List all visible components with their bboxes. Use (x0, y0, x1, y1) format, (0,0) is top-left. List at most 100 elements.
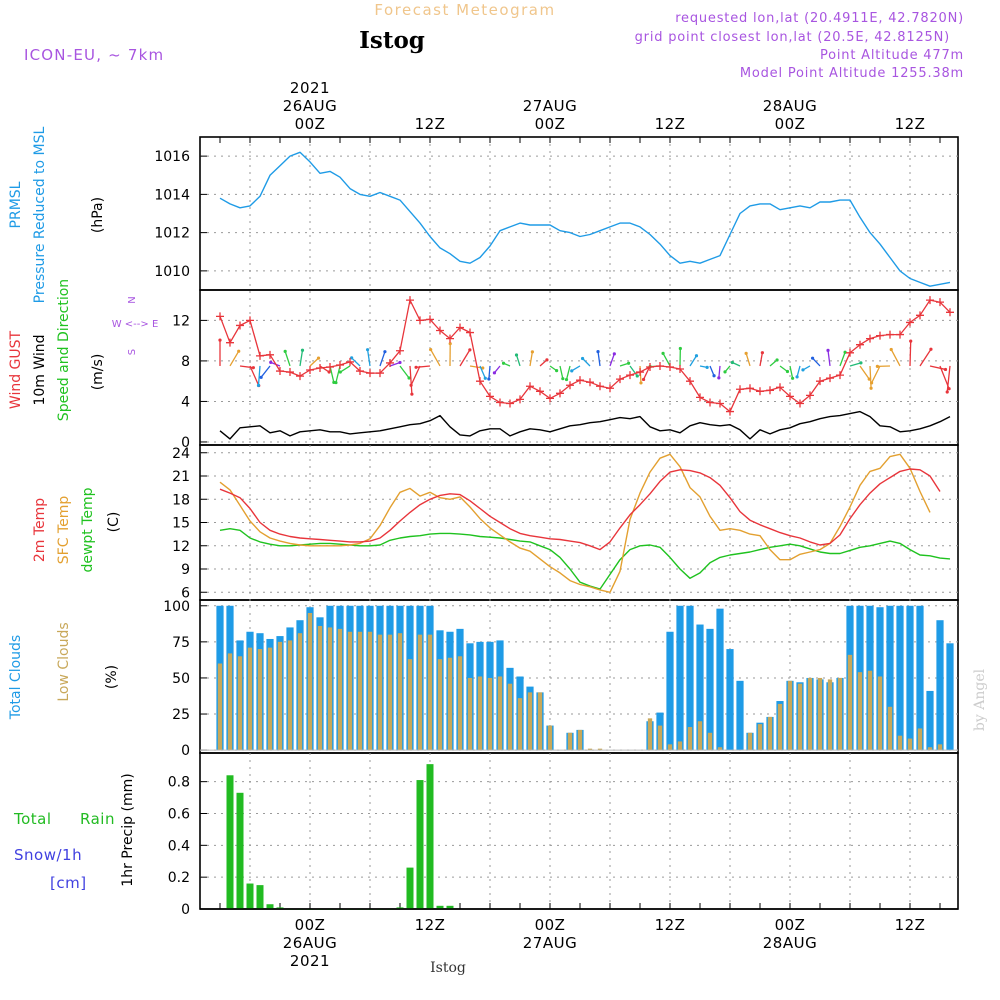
low-cloud-bar (227, 653, 233, 751)
gust-marker (876, 331, 884, 340)
total-cloud-bar (686, 605, 694, 751)
gust-marker (636, 368, 644, 377)
low-cloud-bar (477, 676, 483, 751)
wind-arrow (339, 365, 351, 373)
low-cloud-bar (357, 631, 363, 751)
gust-marker (396, 346, 404, 355)
low-cloud-bar (807, 677, 813, 751)
wind-arrow-head (334, 380, 338, 385)
wind-arrow-head (350, 356, 354, 360)
wind-label: 10m Wind (32, 334, 48, 405)
gust-marker (316, 364, 324, 373)
low-cloud-bar (717, 747, 723, 751)
low-cloud-bar (347, 631, 353, 751)
wind-arrow (849, 362, 862, 367)
clouds-tick-label: 0 (181, 743, 190, 759)
wind-tick-label: 0 (181, 435, 190, 451)
wind-arrow (759, 352, 764, 367)
low-cloud-bar (887, 706, 893, 751)
gust-marker (246, 316, 254, 325)
compass-we: W <--> E (112, 319, 159, 330)
gust-marker (356, 367, 364, 376)
panel-frame-4 (199, 752, 959, 910)
time-label-top: 12Z (415, 115, 446, 133)
low-cloud-bar (847, 654, 853, 751)
wind-arrow-head (492, 371, 497, 375)
gust-marker (826, 374, 834, 383)
gust-marker (346, 357, 354, 366)
wind-arrow (582, 358, 591, 367)
total-label: Total (13, 810, 52, 828)
sfc-temp-label: SFC Temp (56, 496, 72, 565)
wind-arrow-head (795, 375, 799, 379)
gust-marker (576, 376, 584, 385)
rain-bar (276, 907, 284, 909)
rain-bar (256, 885, 264, 909)
pressure-tick-label: 1014 (154, 187, 190, 203)
low-cloud-bar (287, 640, 293, 751)
wind-arrow (409, 365, 413, 395)
gust-marker (426, 315, 434, 324)
low-cloud-bar (517, 698, 523, 751)
low-cloud-bar (387, 634, 393, 751)
total-cloud-bar (666, 631, 674, 751)
low-cloud-bar (417, 634, 423, 751)
gust-marker (806, 391, 814, 400)
rain-bar (246, 883, 254, 909)
temp-tick-label: 9 (181, 562, 190, 578)
wind-arrow-head (327, 370, 331, 374)
total-cloud-bar (736, 680, 744, 751)
gust-marker (886, 330, 894, 339)
gust-marker (416, 316, 424, 325)
gust-marker (736, 385, 744, 394)
wind-arrow-head (409, 383, 413, 387)
gust-marker (596, 382, 604, 391)
time-label-top: 00Z (535, 115, 566, 133)
total-cloud-bar (936, 620, 944, 751)
low-cloud-bar (877, 676, 883, 751)
wind-arrow (249, 365, 260, 386)
low-cloud-bar (257, 649, 263, 751)
gust-marker (436, 326, 444, 335)
time-label-top: 12Z (655, 115, 686, 133)
total-cloud-bar (886, 605, 894, 751)
wind-arrow (827, 350, 831, 367)
wind-arrow-head (705, 365, 709, 369)
gust-marker (366, 369, 374, 378)
gust-marker (946, 308, 954, 317)
low-cloud-bar (367, 631, 373, 751)
total-cloud-bar (696, 624, 704, 751)
wind-arrow-head (760, 351, 764, 355)
gust-marker (686, 377, 694, 386)
low-cloud-bar (837, 677, 843, 751)
gust-marker (236, 321, 244, 330)
gust-marker (866, 334, 874, 343)
wind-arrow (871, 365, 881, 384)
wind-arrow (399, 365, 410, 379)
model-label: ICON-EU, ~ 7km (24, 46, 164, 64)
precip-axis-label: 1hr Precip (mm) (120, 773, 136, 886)
wind-arrow-head (775, 358, 779, 362)
gust-marker (926, 296, 934, 305)
rain-bar (406, 867, 414, 909)
time-label-top: 27AUG (523, 97, 577, 115)
low-cloud-bar (937, 744, 943, 751)
temp-unit: (C) (106, 512, 122, 533)
wind-arrow (459, 349, 471, 367)
wind-arrow (890, 349, 901, 367)
rain-bar (396, 907, 404, 909)
wind-arrow-head (383, 350, 387, 354)
wind-arrow-head (300, 348, 305, 352)
low-cloud-bar (597, 748, 603, 751)
time-label-bottom: 00Z (535, 916, 566, 934)
low-cloud-bar (397, 633, 403, 751)
wind-arrow (379, 351, 386, 367)
gust-marker (706, 398, 714, 407)
low-cloud-bar (547, 725, 553, 751)
wind-arrow-head (712, 374, 716, 378)
gust-marker (776, 383, 784, 392)
gust-marker (656, 361, 664, 370)
wind-arrow (488, 365, 491, 380)
wind-arrow (410, 365, 421, 386)
watermark: by Angel (972, 668, 988, 731)
